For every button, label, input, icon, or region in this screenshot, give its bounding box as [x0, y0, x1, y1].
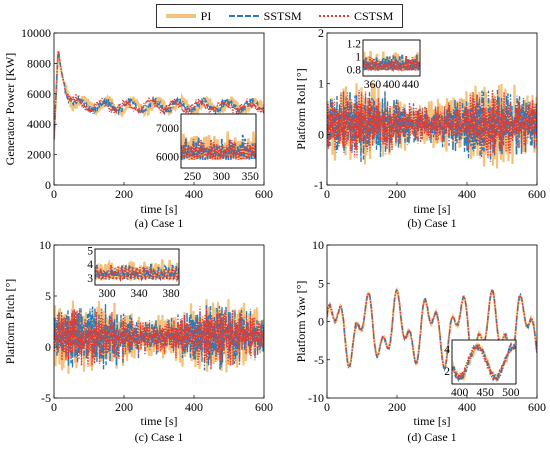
legend-item-pi: PI [165, 8, 212, 24]
x-tick-label-0-3: 600 [255, 187, 273, 201]
inset-x-tick-label-3-0: 400 [451, 387, 469, 399]
legend-item-sstsm: SSTSM [228, 8, 302, 24]
y-tick-label-2-3: 10 [39, 238, 51, 252]
y-tick-label-0-0: 0 [45, 178, 51, 192]
inset-y-tick-label-2-2: 5 [87, 245, 93, 257]
inset-x-tick-label-1-0: 360 [364, 79, 382, 91]
inset-x-tick-label-2-2: 380 [162, 288, 180, 300]
x-tick-label-2-0: 0 [51, 400, 57, 414]
inset-series-group-2 [95, 258, 179, 283]
x-tick-label-3-2: 400 [458, 400, 476, 414]
x-tick-label-0-0: 0 [51, 187, 57, 201]
caption-3: (d) Case 1 [407, 430, 456, 444]
plot-series-group-0 [54, 50, 264, 140]
x-tick-label-0-2: 400 [185, 187, 203, 201]
y-tick-label-3-4: 10 [312, 238, 324, 252]
inset-x-tick-label-0-0: 250 [184, 171, 202, 183]
inset-y-tick-label-2-0: 3 [87, 273, 93, 285]
y-tick-label-3-1: -5 [314, 353, 324, 367]
inset-x-tick-label-3-2: 500 [502, 387, 520, 399]
inset-y-tick-label-2-1: 4 [87, 259, 93, 271]
x-tick-label-2-1: 200 [115, 400, 133, 414]
x-axis-label-3: time [s] [414, 414, 451, 428]
caption-0: (a) Case 1 [135, 216, 184, 230]
legend-swatch-sstsm [228, 15, 259, 17]
legend-item-cstsm: CSTSM [318, 8, 394, 24]
x-tick-label-0-1: 200 [115, 187, 133, 201]
x-tick-label-1-1: 200 [388, 187, 406, 201]
inset-x-tick-label-2-1: 340 [130, 288, 148, 300]
plot-frame-0 [53, 32, 265, 186]
x-tick-label-3-3: 600 [528, 400, 546, 414]
inset-frame-1 [362, 39, 421, 77]
y-tick-label-1-3: 2 [318, 26, 324, 40]
y-tick-label-1-1: 0 [318, 127, 324, 141]
caption-2: (c) Case 1 [135, 430, 184, 444]
plot-series-group-2 [54, 298, 264, 374]
legend-swatch-cstsm [318, 15, 349, 17]
x-axis-label-1: time [s] [414, 202, 451, 216]
caption-1: (b) Case 1 [407, 216, 456, 230]
y-tick-label-1-2: 1 [318, 77, 324, 91]
x-axis-label-2: time [s] [141, 414, 178, 428]
inset-y-tick-label-1-1: 1 [355, 51, 361, 63]
y-tick-label-1-0: -1 [314, 178, 324, 192]
inset-frame-3 [451, 339, 517, 385]
inset-x-tick-label-3-1: 450 [477, 387, 495, 399]
y-axis-label-2: Platform Pitch [°] [3, 279, 17, 364]
legend-label-cstsm: CSTSM [353, 8, 394, 23]
x-tick-label-1-0: 0 [324, 187, 330, 201]
y-tick-label-3-0: -10 [308, 391, 324, 405]
inset-frame-2 [94, 248, 180, 286]
y-axis-label-0: Generator Power [KW] [3, 53, 17, 166]
legend-label-pi: PI [200, 8, 212, 23]
legend-label-sstsm: SSTSM [263, 8, 302, 23]
legend-swatch-pi [165, 14, 196, 18]
x-tick-label-2-3: 600 [255, 400, 273, 414]
inset-x-tick-label-0-1: 300 [213, 171, 231, 183]
series-line-cstsm-0 [54, 50, 264, 140]
plot-frame-1 [326, 32, 538, 186]
inset-x-tick-label-1-1: 400 [383, 79, 401, 91]
y-tick-label-2-2: 5 [45, 289, 51, 303]
x-tick-label-1-3: 600 [528, 187, 546, 201]
x-tick-label-3-0: 0 [324, 400, 330, 414]
y-axis-label-1: Platform Roll [°] [294, 68, 308, 149]
x-tick-label-1-2: 400 [458, 187, 476, 201]
y-tick-label-0-1: 2000 [27, 148, 51, 162]
plot-frame-2 [53, 244, 265, 399]
legend: PI SSTSM CSTSM [156, 4, 403, 28]
y-tick-label-0-5: 10000 [21, 26, 51, 40]
inset-y-tick-label-0-1: 7000 [156, 123, 179, 135]
inset-y-tick-label-3-0: 2 [444, 366, 450, 378]
inset-y-tick-label-1-2: 1.2 [347, 38, 362, 50]
y-tick-label-0-3: 6000 [27, 87, 51, 101]
inset-y-tick-label-3-1: 4 [444, 344, 450, 356]
series-line-cstsm-2 [54, 306, 264, 370]
inset-line-cstsm-1 [363, 55, 420, 72]
y-tick-label-2-1: 0 [45, 340, 51, 354]
inset-y-tick-label-1-0: 0.8 [347, 64, 362, 76]
inset-line-cstsm-0 [181, 139, 256, 160]
x-tick-label-2-2: 400 [185, 400, 203, 414]
y-tick-label-0-4: 8000 [27, 56, 51, 70]
inset-y-tick-label-0-0: 6000 [156, 152, 179, 164]
x-tick-label-3-1: 200 [388, 400, 406, 414]
inset-x-tick-label-2-0: 300 [98, 288, 116, 300]
plot-series-group-1 [327, 82, 537, 169]
inset-frame-0 [180, 113, 257, 169]
y-tick-label-2-0: -5 [41, 391, 51, 405]
inset-x-tick-label-1-2: 440 [402, 79, 420, 91]
y-axis-label-3: Platform Yaw [°] [294, 281, 308, 363]
inset-series-group-1 [363, 50, 420, 73]
y-tick-label-3-2: 0 [318, 315, 324, 329]
y-tick-label-0-2: 4000 [27, 117, 51, 131]
y-tick-label-3-3: 5 [318, 276, 324, 290]
inset-series-group-0 [181, 131, 256, 161]
x-axis-label-0: time [s] [141, 202, 178, 216]
inset-line-cstsm-2 [95, 263, 179, 283]
inset-x-tick-label-0-2: 350 [242, 171, 260, 183]
inset-series-group-3 [452, 340, 516, 383]
